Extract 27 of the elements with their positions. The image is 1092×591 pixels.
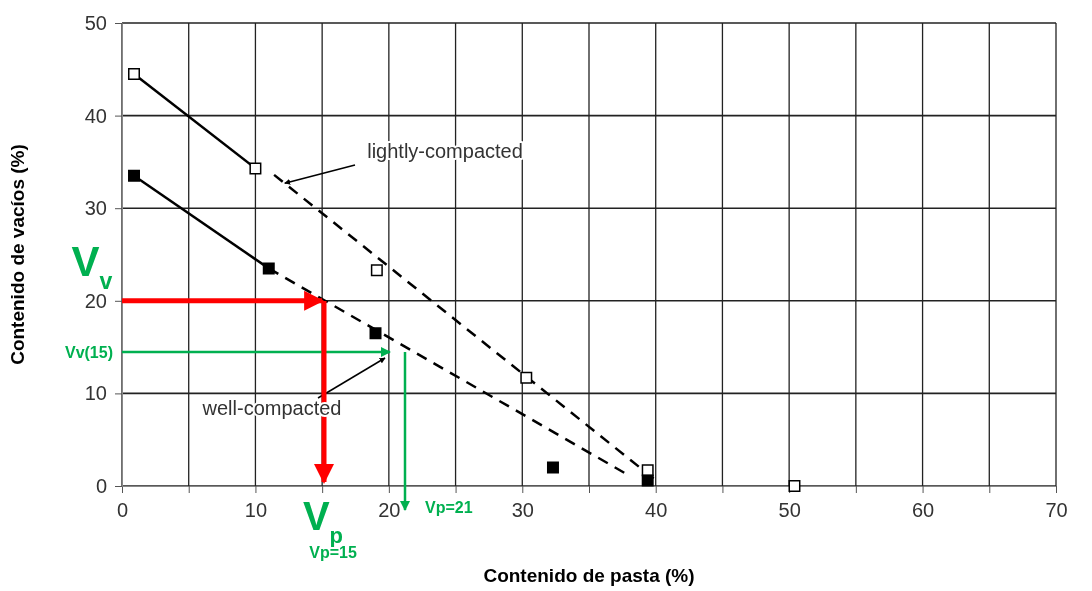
point (128, 169, 140, 182)
text: Vp=21 (425, 499, 473, 516)
text: Vv(15) (64, 344, 113, 361)
x-tick-label: 50 (778, 499, 801, 522)
x-tick-label: 0 (116, 499, 129, 522)
y-tick-label: 50 (84, 11, 107, 34)
point (788, 480, 801, 492)
point (369, 327, 382, 340)
x-tick-label: 10 (244, 499, 268, 522)
x-tick-label: 60 (911, 499, 935, 522)
point (370, 264, 383, 277)
x-tick-label: 70 (1045, 499, 1068, 522)
x-tick-label: 20 (378, 499, 401, 522)
y-tick-label: 0 (95, 474, 107, 497)
y-tick-label: 10 (84, 382, 107, 405)
x-tick-label: 30 (511, 499, 534, 522)
point (262, 262, 275, 275)
x-tick-label: 40 (645, 499, 668, 522)
point (546, 461, 559, 474)
y-tick-label: 30 (84, 197, 107, 220)
point (520, 371, 533, 384)
y-tick-label: 40 (84, 104, 107, 127)
x-axis-title: Contenido de pasta (%) (483, 565, 695, 586)
y-axis-title: Contenido de vacíos (%) (7, 144, 28, 365)
point (641, 474, 654, 487)
point (249, 162, 262, 175)
point (128, 67, 140, 80)
